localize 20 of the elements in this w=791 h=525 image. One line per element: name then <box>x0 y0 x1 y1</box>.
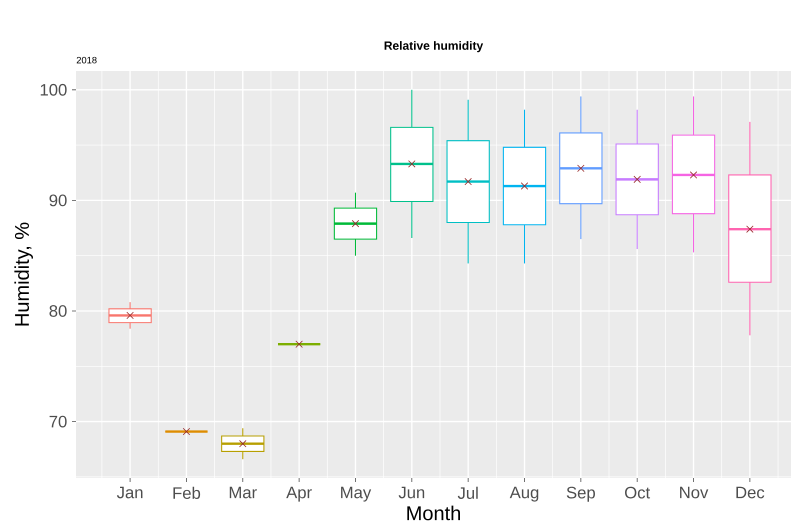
y-tick-label: 80 <box>49 305 67 317</box>
x-tick-label: Jul <box>458 486 478 499</box>
x-axis-title: Month <box>407 506 460 520</box>
x-tick-label: Nov <box>680 486 708 498</box>
x-tick-label: Apr <box>286 486 312 502</box>
x-tick-label: Feb <box>173 486 200 499</box>
y-tick-label: 100 <box>40 84 67 96</box>
y-axis-title: Humidity, % <box>14 222 33 326</box>
x-tick-label: Dec <box>736 486 764 498</box>
x-tick-label: Mar <box>230 486 257 498</box>
x-tick-label: Aug <box>510 486 538 502</box>
chart-subtitle: 2018 <box>76 56 97 64</box>
x-tick-label: Sep <box>566 486 595 502</box>
chart-title: Relative humidity <box>384 41 484 52</box>
x-tick-label: Oct <box>625 486 650 499</box>
x-tick-label: Jan <box>116 486 142 498</box>
y-tick-label: 70 <box>50 416 67 428</box>
x-tick-label: Jun <box>398 486 424 498</box>
y-tick-label: 90 <box>50 194 67 206</box>
x-tick-label: May <box>341 486 372 502</box>
